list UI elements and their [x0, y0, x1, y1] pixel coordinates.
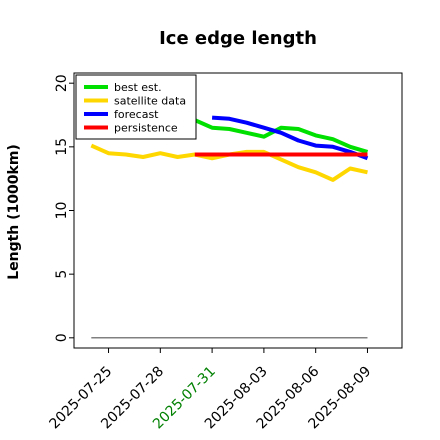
y-tick-label: 15: [54, 138, 70, 156]
y-tick-label: 5: [54, 270, 70, 279]
y-tick-label: 20: [54, 74, 70, 92]
legend-label-forecast: forecast: [114, 108, 159, 121]
y-tick-label: 10: [54, 202, 70, 220]
y-axis: 0 5 10 15 20: [54, 74, 74, 342]
chart-title: Ice edge length: [159, 28, 317, 49]
legend-label-best-est: best est.: [114, 81, 162, 94]
y-axis-label: Length (1000km): [6, 144, 22, 280]
legend-label-persistence: persistence: [114, 122, 178, 135]
series-layer: [90, 114, 369, 339]
legend: best est.satellite dataforecastpersisten…: [75, 74, 197, 140]
x-axis: 2025-07-252025-07-282025-07-312025-08-03…: [46, 348, 374, 432]
y-tick-label: 0: [54, 333, 70, 342]
series-line-forecast: [211, 115, 369, 161]
legend-label-satellite-data: satellite data: [114, 95, 186, 108]
series-line-satellite-data: [90, 143, 368, 182]
